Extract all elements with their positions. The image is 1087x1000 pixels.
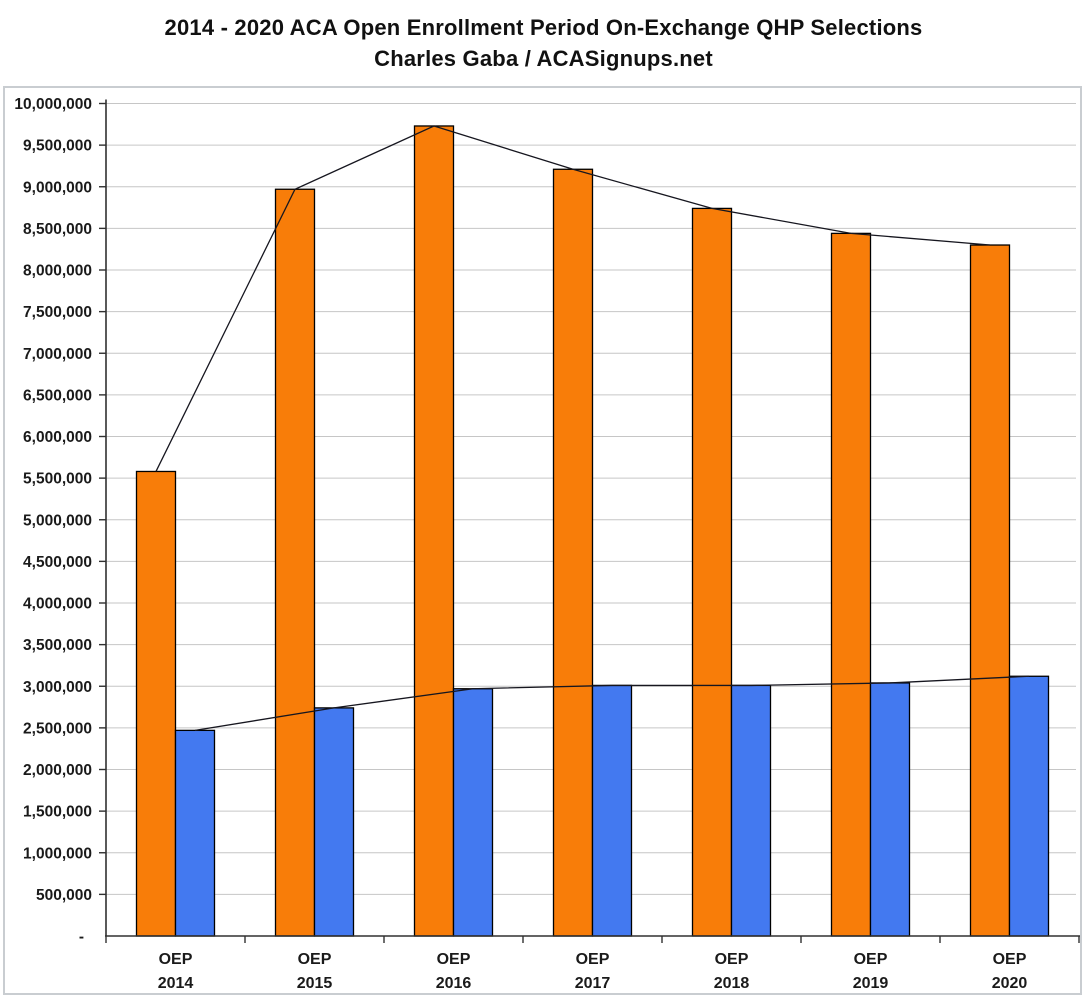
- y-tick-label-2500000: 2,500,000: [23, 720, 92, 737]
- bar-blue-2020: [1008, 675, 1050, 937]
- x-label-year-2015: 2015: [297, 975, 333, 992]
- bar-blue-2017: [591, 684, 633, 937]
- y-tick-label-3500000: 3,500,000: [23, 637, 92, 654]
- bar-orange-2015: [274, 188, 316, 937]
- x-label-oep-2014: OEP: [159, 951, 193, 968]
- x-label-year-2020: 2020: [992, 975, 1028, 992]
- y-tick-label-9000000: 9,000,000: [23, 179, 92, 196]
- x-label-oep-2019: OEP: [854, 951, 888, 968]
- y-tick-label-5500000: 5,500,000: [23, 471, 92, 488]
- y-tick-label-5000000: 5,000,000: [23, 512, 92, 529]
- y-tick-label-0: -: [79, 929, 84, 946]
- y-tick-label-4500000: 4,500,000: [23, 554, 92, 571]
- y-tick-label-10000000: 10,000,000: [14, 96, 92, 113]
- bar-orange-2016: [413, 125, 455, 937]
- x-label-year-2017: 2017: [575, 975, 611, 992]
- bar-blue-2019: [869, 682, 911, 937]
- bar-orange-2019: [830, 232, 872, 937]
- x-label-year-2014: 2014: [158, 975, 194, 992]
- y-tick-label-1000000: 1,000,000: [23, 845, 92, 862]
- x-label-year-2018: 2018: [714, 975, 750, 992]
- x-label-year-2016: 2016: [436, 975, 472, 992]
- y-tick-label-8500000: 8,500,000: [23, 221, 92, 238]
- x-label-oep-2017: OEP: [576, 951, 610, 968]
- trend-line-orange-series: [155, 125, 991, 472]
- x-label-oep-2018: OEP: [715, 951, 749, 968]
- y-tick-label-500000: 500,000: [36, 887, 92, 904]
- chart-outer-border: [3, 86, 1082, 995]
- y-tick-label-4000000: 4,000,000: [23, 596, 92, 613]
- bar-orange-2020: [969, 244, 1011, 937]
- trend-line-blue-series: [194, 675, 1030, 732]
- bar-blue-2016: [452, 688, 494, 937]
- x-label-oep-2016: OEP: [437, 951, 471, 968]
- x-label-oep-2015: OEP: [298, 951, 332, 968]
- bar-orange-2014: [135, 470, 177, 937]
- bar-blue-2014: [174, 729, 216, 937]
- y-tick-label-3000000: 3,000,000: [23, 679, 92, 696]
- y-tick-label-7500000: 7,500,000: [23, 304, 92, 321]
- y-tick-label-6000000: 6,000,000: [23, 429, 92, 446]
- y-tick-label-2000000: 2,000,000: [23, 762, 92, 779]
- chart-title: 2014 - 2020 ACA Open Enrollment Period O…: [0, 12, 1087, 74]
- y-tick-label-7000000: 7,000,000: [23, 346, 92, 363]
- bar-orange-2018: [691, 207, 733, 937]
- x-label-year-2019: 2019: [853, 975, 889, 992]
- y-tick-label-1500000: 1,500,000: [23, 804, 92, 821]
- y-tick-label-8000000: 8,000,000: [23, 263, 92, 280]
- x-label-oep-2020: OEP: [993, 951, 1027, 968]
- y-tick-label-6500000: 6,500,000: [23, 387, 92, 404]
- chart-title-line2: Charles Gaba / ACASignups.net: [374, 46, 713, 71]
- chart-title-line1: 2014 - 2020 ACA Open Enrollment Period O…: [164, 15, 923, 40]
- bar-blue-2015: [313, 707, 355, 937]
- bar-blue-2018: [730, 684, 772, 937]
- bar-orange-2017: [552, 168, 594, 937]
- y-tick-label-9500000: 9,500,000: [23, 138, 92, 155]
